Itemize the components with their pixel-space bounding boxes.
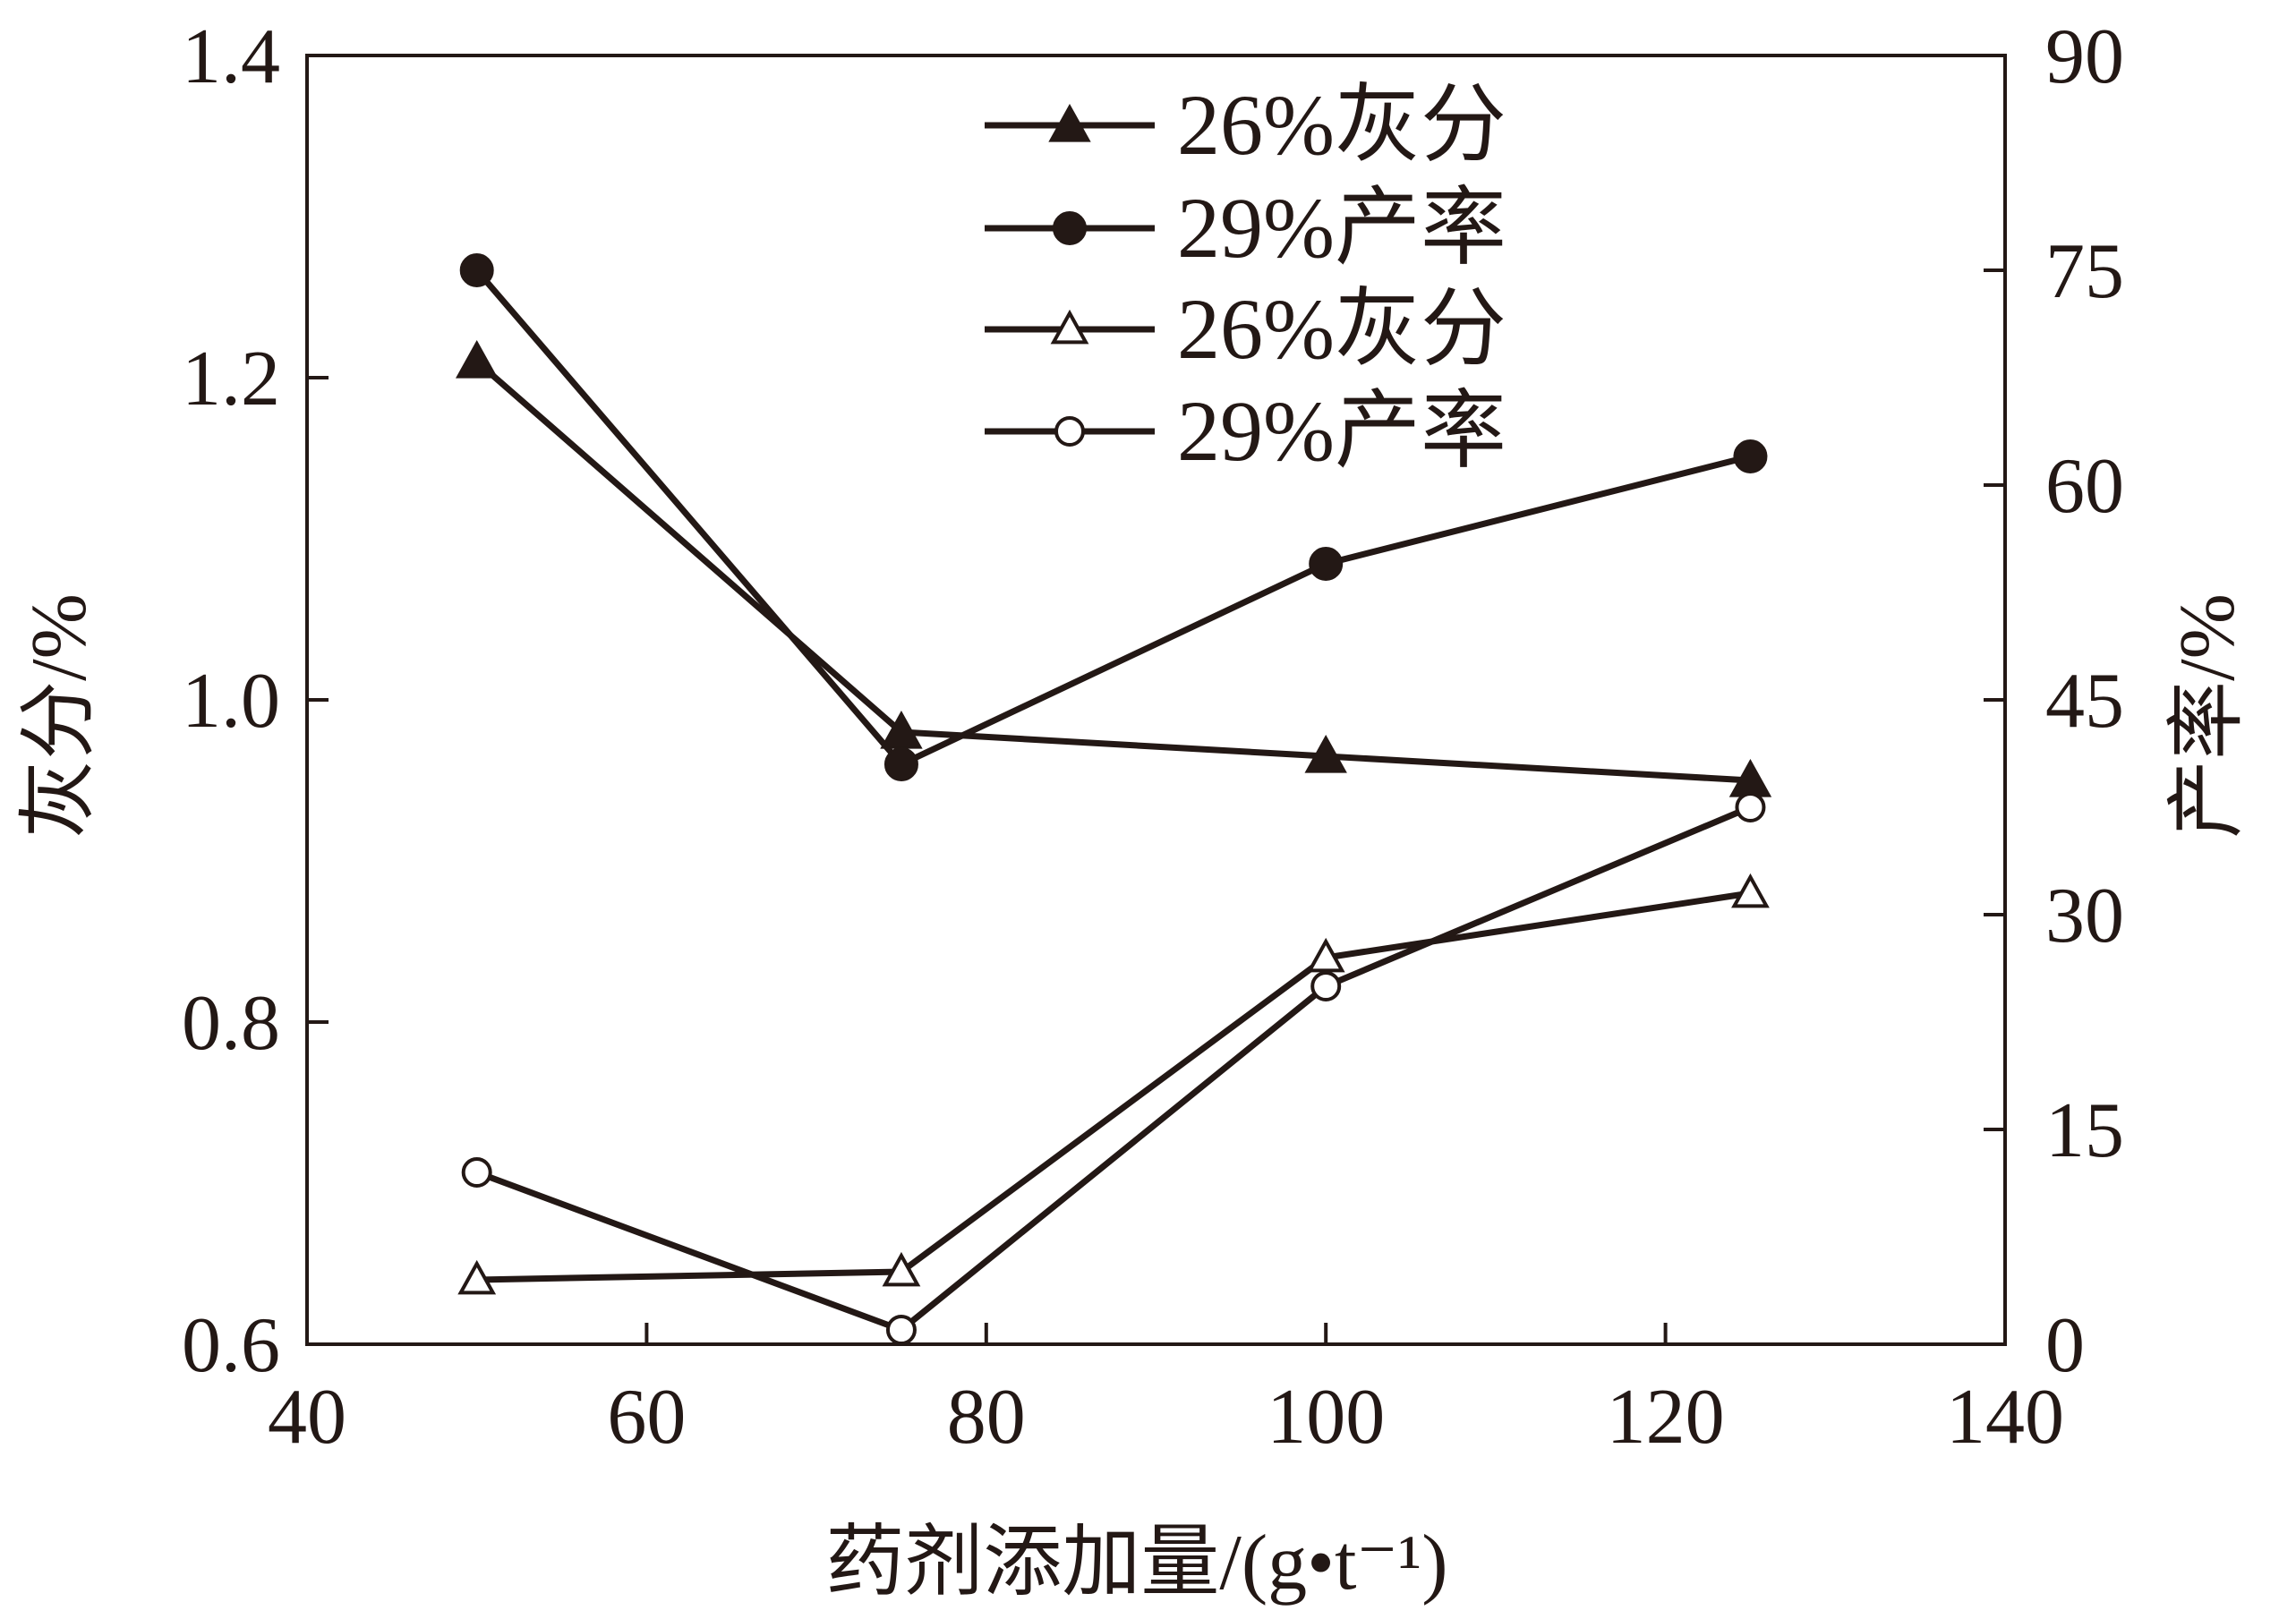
- data-point: [1309, 547, 1344, 581]
- data-point: [459, 253, 494, 287]
- x-tick-label: 60: [607, 1374, 686, 1461]
- legend-marker: [1053, 211, 1087, 245]
- data-point: [1310, 971, 1342, 1001]
- data-point: [883, 747, 918, 781]
- left-y-tick-label: 0.6: [182, 1302, 280, 1389]
- right-y-tick-label: 45: [2045, 658, 2124, 745]
- x-axis-label: 药剂添加量/(g•t⁻¹): [825, 1520, 1447, 1606]
- data-point: [882, 1251, 921, 1287]
- plot-frame: [305, 54, 2007, 1346]
- left-y-tick-label: 0.8: [182, 980, 280, 1067]
- right-y-tick-label: 30: [2045, 873, 2124, 959]
- left-y-axis-ticks: 0.6 0.8 1.0 1.2 1.4: [182, 13, 329, 1389]
- legend-item: 29%产率: [985, 180, 1506, 276]
- right-y-axis-label: 产率/%: [2164, 593, 2251, 839]
- left-y-axis-label: 灰分/%: [16, 593, 103, 839]
- legend-label: 29%产率: [1177, 180, 1506, 276]
- data-point: [1306, 937, 1345, 973]
- x-tick-label: 40: [268, 1374, 346, 1461]
- series-4: [461, 792, 1766, 1345]
- series-line: [475, 804, 1752, 1334]
- left-y-tick-label: 1.2: [182, 336, 280, 422]
- series-line: [474, 268, 1752, 768]
- x-tick-label: 140: [1946, 1374, 2064, 1461]
- left-y-tick-label: 1.0: [182, 658, 280, 745]
- legend-marker: [1054, 416, 1085, 447]
- legend-label: 26%灰分: [1177, 77, 1506, 173]
- series-layer: [456, 253, 1772, 1345]
- series-1: [456, 339, 1772, 797]
- data-point: [1733, 439, 1768, 473]
- right-y-tick-label: 0: [2045, 1302, 2085, 1389]
- legend-label: 29%产率: [1177, 383, 1506, 479]
- data-point: [885, 1315, 917, 1345]
- legend-item: 29%产率: [985, 383, 1506, 479]
- plot-border: [305, 54, 2007, 1346]
- legend-marker: [1050, 309, 1089, 345]
- left-y-tick-label: 1.4: [182, 13, 280, 100]
- series-line: [474, 359, 1751, 784]
- x-tick-label: 120: [1607, 1374, 1725, 1461]
- data-point: [461, 1157, 492, 1188]
- legend-item: 26%灰分: [985, 77, 1506, 173]
- right-y-tick-label: 60: [2045, 443, 2124, 530]
- x-tick-label: 100: [1267, 1374, 1385, 1461]
- right-y-tick-label: 75: [2045, 228, 2124, 315]
- series-2: [459, 253, 1768, 781]
- right-y-tick-label: 15: [2045, 1087, 2124, 1174]
- data-point: [1735, 792, 1766, 822]
- x-axis-ticks: 40 60 80 100 120 140: [268, 1323, 2064, 1461]
- x-tick-label: 80: [947, 1374, 1026, 1461]
- legend-marker: [1048, 103, 1091, 142]
- right-y-tick-label: 90: [2045, 13, 2124, 100]
- data-point: [457, 1259, 497, 1295]
- legend-label: 26%灰分: [1177, 281, 1506, 377]
- series-3: [457, 873, 1770, 1295]
- series-line: [476, 890, 1751, 1283]
- legend-item: 26%灰分: [985, 281, 1506, 377]
- data-point: [1731, 873, 1770, 908]
- right-y-axis-ticks: 0 15 30 45 60 75 90: [1984, 13, 2124, 1389]
- data-point: [456, 339, 499, 379]
- data-point: [1304, 734, 1347, 773]
